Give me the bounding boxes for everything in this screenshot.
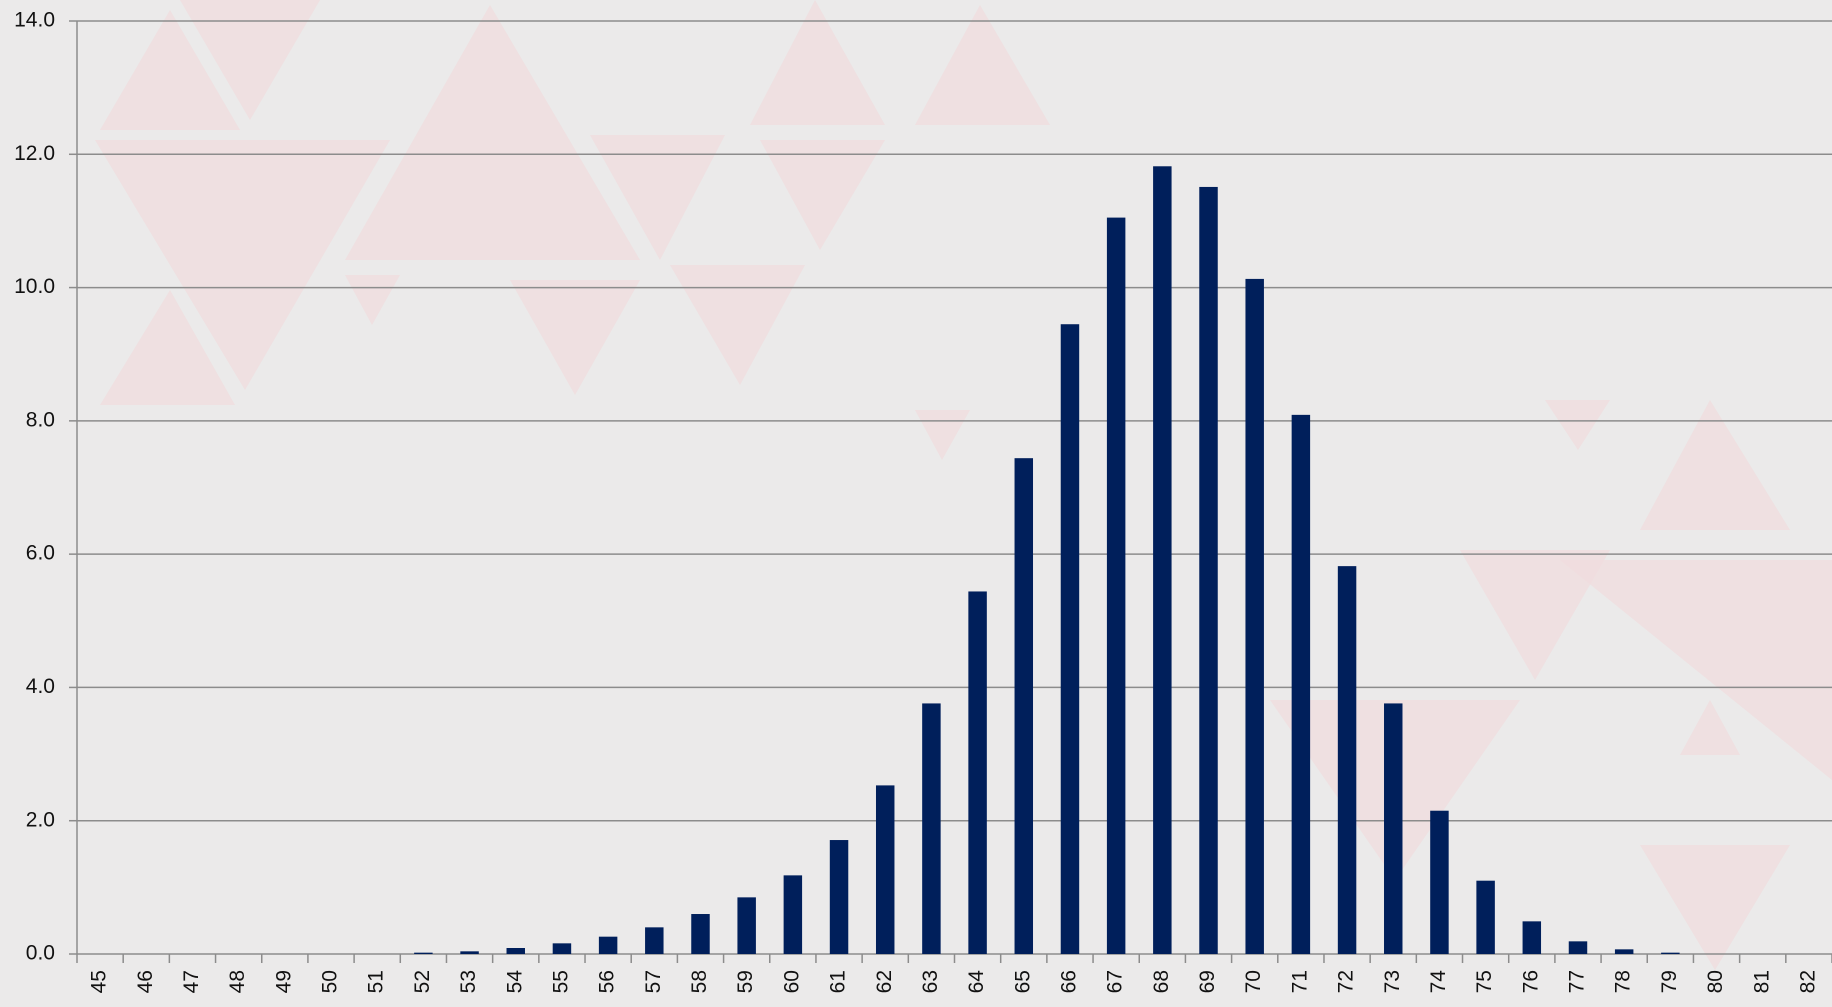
x-tick-label: 52 (411, 970, 434, 993)
x-tick-label: 69 (1196, 970, 1219, 993)
x-tick-label: 82 (1796, 970, 1819, 993)
bar (1106, 217, 1126, 954)
bar (1199, 186, 1218, 954)
x-tick-label: 81 (1750, 970, 1773, 993)
x-tick-label: 68 (1150, 970, 1173, 993)
bar (1476, 880, 1495, 954)
bar (414, 952, 433, 954)
y-tick-label: 10.0 (14, 275, 55, 298)
bar (460, 951, 479, 954)
x-tick-label: 57 (642, 970, 665, 993)
y-tick-label: 0.0 (26, 942, 55, 965)
y-tick-label: 12.0 (14, 142, 55, 165)
x-tick-label: 53 (457, 970, 480, 993)
y-tick-label: 2.0 (26, 808, 55, 831)
x-tick-label: 79 (1658, 970, 1681, 993)
bar (1568, 941, 1588, 954)
bar (1614, 949, 1634, 954)
x-tick-label: 80 (1704, 970, 1727, 993)
bar (968, 591, 987, 954)
bar (691, 914, 710, 954)
background-pattern (95, 0, 1832, 970)
bar (1014, 458, 1034, 954)
bar (1430, 810, 1449, 954)
x-tick-label: 50 (319, 970, 342, 993)
x-tick-label: 63 (919, 970, 942, 993)
x-tick-label: 76 (1519, 970, 1542, 993)
bar (1384, 703, 1403, 954)
bar (1337, 566, 1357, 954)
x-tick-label: 48 (226, 970, 249, 993)
bar (1291, 414, 1311, 955)
x-tick-label: 77 (1566, 970, 1589, 993)
bar (552, 943, 572, 954)
x-tick-label: 60 (780, 970, 803, 993)
bar (875, 785, 895, 954)
x-tick-label: 66 (1058, 970, 1081, 993)
bar (645, 927, 664, 954)
bar (829, 840, 849, 954)
y-tick-label: 8.0 (26, 408, 55, 431)
x-tick-label: 71 (1288, 970, 1311, 993)
bar (783, 875, 803, 954)
x-tick-label: 45 (88, 970, 111, 993)
bar (737, 897, 756, 954)
bar (1060, 324, 1080, 955)
bar (506, 948, 525, 954)
bar (922, 703, 941, 954)
x-tick-label: 73 (1381, 970, 1404, 993)
x-tick-label: 64 (965, 970, 988, 994)
bar (1661, 952, 1680, 954)
x-tick-label: 59 (734, 970, 757, 993)
x-tick-label: 49 (272, 970, 295, 993)
x-tick-label: 65 (1011, 970, 1034, 993)
x-tick-label: 72 (1335, 970, 1358, 993)
bar (1245, 278, 1264, 955)
x-tick-label: 51 (365, 970, 388, 993)
y-tick-label: 14.0 (14, 9, 55, 32)
x-tick-label: 55 (549, 970, 572, 993)
x-tick-label: 75 (1473, 970, 1496, 993)
y-tick-label: 4.0 (26, 675, 55, 698)
x-tick-label: 54 (503, 970, 526, 994)
x-tick-label: 56 (596, 970, 619, 993)
x-tick-label: 47 (180, 970, 203, 993)
x-tick-label: 78 (1612, 970, 1635, 993)
x-tick-label: 61 (827, 970, 850, 993)
bar (1153, 166, 1172, 954)
x-tick-label: 58 (688, 970, 711, 993)
bar (598, 936, 618, 954)
bar (1522, 921, 1542, 954)
x-tick-label: 70 (1242, 970, 1265, 993)
x-tick-label: 74 (1427, 970, 1450, 994)
x-tick-label: 62 (873, 970, 896, 993)
x-tick-label: 46 (134, 970, 157, 993)
x-tick-label: 67 (1104, 970, 1127, 993)
y-tick-label: 6.0 (26, 542, 55, 565)
